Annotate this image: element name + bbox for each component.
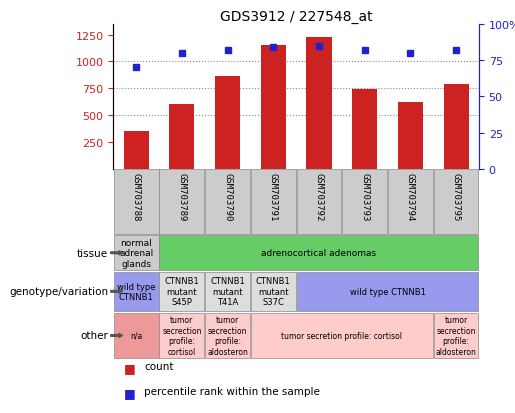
Bar xyxy=(398,103,423,169)
Text: tumor secretion profile: cortisol: tumor secretion profile: cortisol xyxy=(281,331,402,340)
Text: GSM703792: GSM703792 xyxy=(315,173,323,221)
Text: ■: ■ xyxy=(124,361,135,374)
Bar xyxy=(342,170,387,235)
Text: CTNNB1
mutant
S45P: CTNNB1 mutant S45P xyxy=(164,277,199,306)
Text: CTNNB1
mutant
T41A: CTNNB1 mutant T41A xyxy=(210,277,245,306)
Bar xyxy=(261,46,286,169)
Text: GSM703795: GSM703795 xyxy=(452,173,460,221)
Bar xyxy=(443,85,469,169)
Bar xyxy=(114,272,159,311)
Text: CTNNB1
mutant
S37C: CTNNB1 mutant S37C xyxy=(256,277,290,306)
Bar xyxy=(434,313,478,358)
Text: GSM703793: GSM703793 xyxy=(360,173,369,221)
Bar xyxy=(169,105,195,169)
Bar xyxy=(160,313,204,358)
Text: tumor
secrection
profile:
aldosteron: tumor secrection profile: aldosteron xyxy=(207,316,248,356)
Text: tumor
secrection
profile:
cortisol: tumor secrection profile: cortisol xyxy=(162,316,201,356)
Bar xyxy=(114,313,159,358)
Bar xyxy=(160,236,478,271)
Text: GSM703791: GSM703791 xyxy=(269,173,278,221)
Bar xyxy=(205,313,250,358)
Text: GSM703790: GSM703790 xyxy=(223,173,232,221)
Text: tumor
secrection
profile:
aldosteron: tumor secrection profile: aldosteron xyxy=(436,316,476,356)
Bar xyxy=(251,313,433,358)
Text: n/a: n/a xyxy=(130,331,142,340)
Text: percentile rank within the sample: percentile rank within the sample xyxy=(144,386,320,396)
Bar xyxy=(388,170,433,235)
Text: genotype/variation: genotype/variation xyxy=(9,287,108,297)
Bar xyxy=(160,272,204,311)
Bar xyxy=(297,272,478,311)
Bar xyxy=(205,170,250,235)
Title: GDS3912 / 227548_at: GDS3912 / 227548_at xyxy=(220,10,372,24)
Bar xyxy=(297,170,341,235)
Bar xyxy=(251,272,296,311)
Bar xyxy=(215,77,240,169)
Text: adrenocortical adenomas: adrenocortical adenomas xyxy=(262,249,376,258)
Text: count: count xyxy=(144,361,174,371)
Bar xyxy=(160,170,204,235)
Text: tissue: tissue xyxy=(77,248,108,258)
Bar xyxy=(124,132,149,169)
Text: GSM703788: GSM703788 xyxy=(132,173,141,221)
Text: ■: ■ xyxy=(124,386,135,399)
Bar xyxy=(434,170,478,235)
Bar xyxy=(114,170,159,235)
Bar xyxy=(352,90,377,169)
Bar xyxy=(205,272,250,311)
Text: other: other xyxy=(80,331,108,341)
Text: GSM703794: GSM703794 xyxy=(406,173,415,221)
Text: wild type
CTNNB1: wild type CTNNB1 xyxy=(117,282,156,301)
Text: wild type CTNNB1: wild type CTNNB1 xyxy=(350,287,425,296)
Text: normal
adrenal
glands: normal adrenal glands xyxy=(119,238,153,268)
Bar xyxy=(114,236,159,271)
Bar xyxy=(306,38,332,169)
Bar xyxy=(251,170,296,235)
Text: GSM703789: GSM703789 xyxy=(177,173,186,221)
